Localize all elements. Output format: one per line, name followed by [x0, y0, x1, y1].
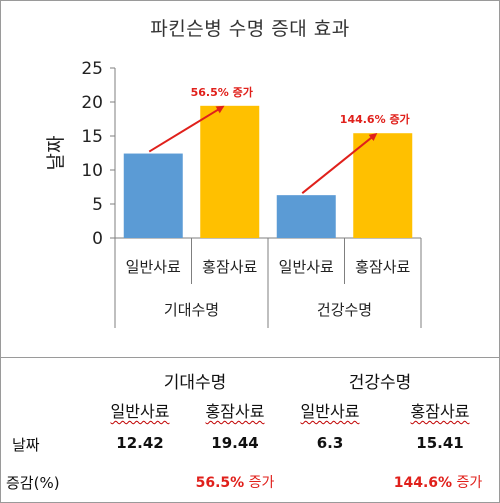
x-category-label-2: 일반사료 [279, 258, 334, 276]
x-group-label-0: 기대수명 [164, 301, 219, 319]
table-subheader-normal-2: 일반사료 [300, 402, 360, 421]
table-row-label-change: 증감(%) [6, 474, 60, 492]
annotation-arrow-0 [148, 105, 225, 153]
bar-2 [276, 195, 336, 238]
y-tick-label-1: 5 [92, 195, 103, 215]
x-category-label-3: 홍잠사료 [355, 258, 410, 276]
x-category-label-1: 홍잠사료 [202, 258, 257, 276]
table-row-label-days: 날짜 [12, 436, 40, 454]
table-increase-word-expected: 증가 [248, 475, 275, 491]
annotation-arrow-1 [301, 132, 378, 194]
table-subheader-hongjam-1: 홍잠사료 [205, 402, 265, 421]
y-tick-label-4: 20 [81, 93, 103, 113]
table-increase-word-healthy: 증가 [456, 475, 483, 491]
y-tick-label-0: 0 [92, 229, 103, 249]
table-group-header-expected: 기대수명 [163, 373, 227, 393]
annotation-label-0: 56.5% 증가 [191, 85, 253, 99]
table-increase-pct-expected: 56.5% [195, 475, 245, 491]
table-group-header-healthy: 건강수명 [348, 373, 412, 393]
table-increase-healthy: 144.6% 증가 [378, 472, 498, 492]
y-axis-label: 날짜 [45, 136, 67, 171]
bar-0 [123, 153, 183, 238]
bar-3 [353, 133, 413, 238]
table-value-normal-2: 6.3 [316, 434, 344, 452]
table-increase-pct-healthy: 144.6% [393, 475, 453, 491]
table-subheader-hongjam-2: 홍잠사료 [410, 402, 470, 421]
data-table: 기대수명 건강수명 일반사료 홍잠사료 일반사료 홍잠사료 날짜 12.42 1… [0, 358, 500, 503]
y-tick-label-5: 25 [81, 59, 103, 79]
y-tick-label-2: 10 [81, 161, 103, 181]
table-value-hongjam-2: 15.41 [416, 434, 464, 452]
annotation-label-1: 144.6% 증가 [340, 112, 410, 126]
table-value-hongjam-1: 19.44 [211, 434, 259, 452]
chart-title: 파킨슨병 수명 증대 효과 [150, 18, 350, 40]
table-increase-expected: 56.5% 증가 [175, 472, 295, 492]
table-subheader-normal-1: 일반사료 [110, 402, 170, 421]
x-category-label-0: 일반사료 [126, 258, 181, 276]
x-group-label-1: 건강수명 [317, 301, 372, 319]
y-tick-label-3: 15 [81, 127, 103, 147]
bar-1 [200, 105, 260, 238]
table-value-normal-1: 12.42 [116, 434, 164, 452]
section-divider [0, 357, 500, 358]
